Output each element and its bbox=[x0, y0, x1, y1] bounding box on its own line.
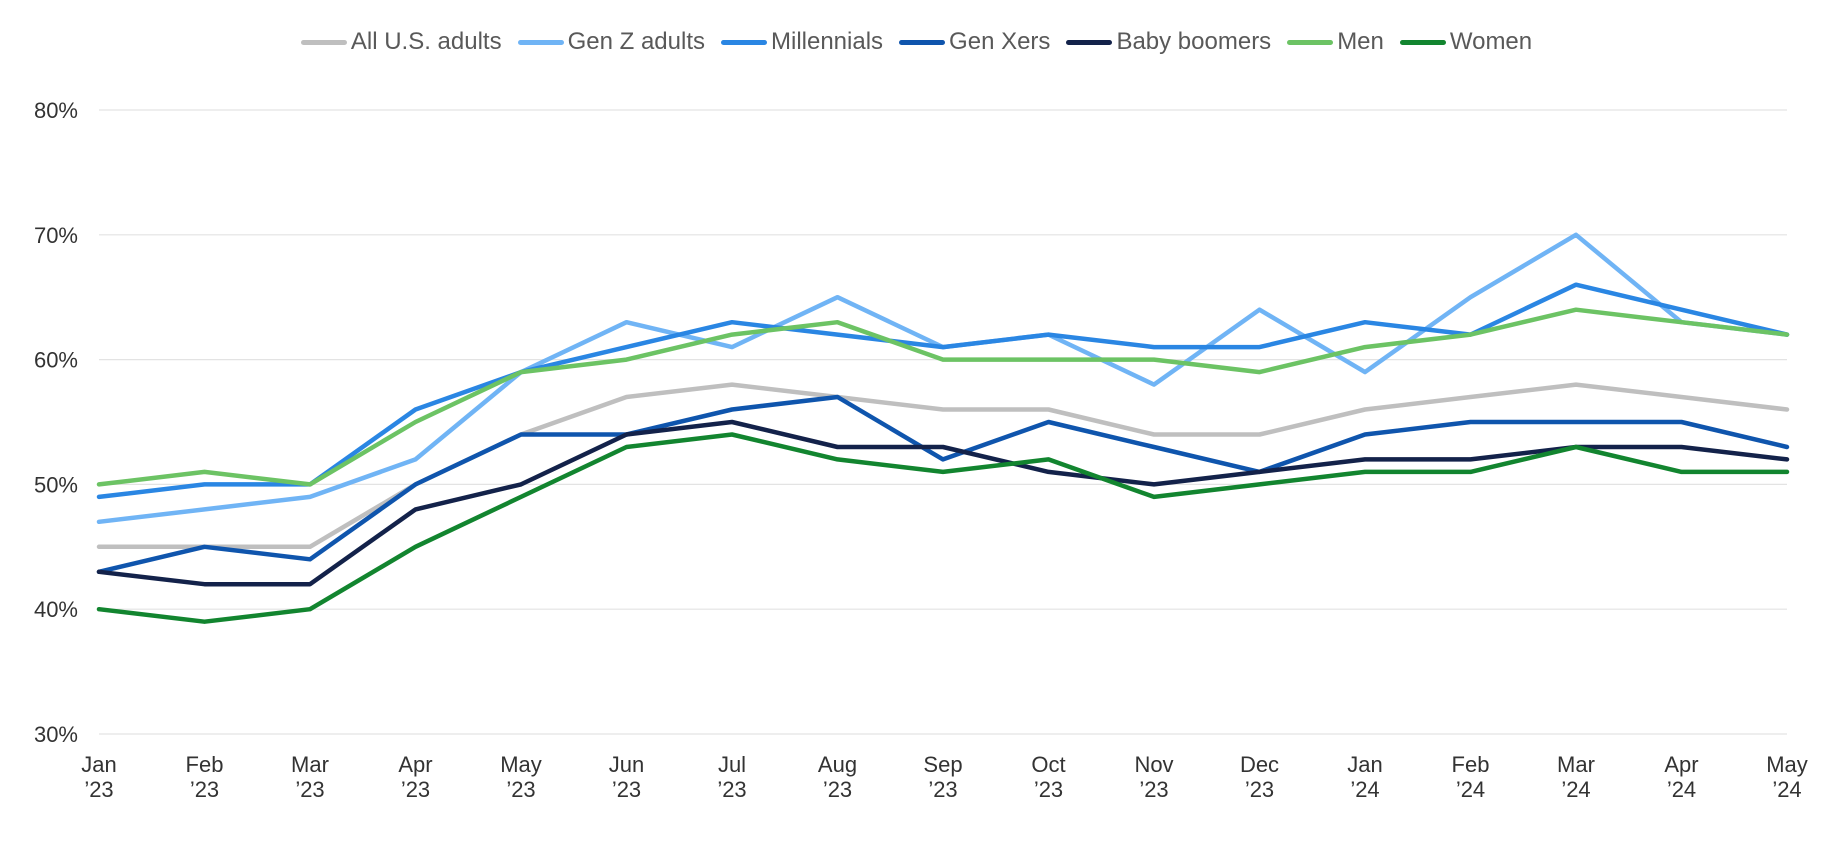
x-tick-label-year: ’23 bbox=[1139, 777, 1168, 802]
x-tick-label-year: ’23 bbox=[1034, 777, 1063, 802]
legend-item: Gen Xers bbox=[899, 28, 1050, 56]
x-tick-label-month: Mar bbox=[291, 752, 329, 777]
series-line-all-u-s-adults bbox=[96, 382, 1790, 550]
series-line-gen-xers bbox=[96, 394, 1790, 575]
legend-item: Men bbox=[1287, 28, 1384, 56]
series-line-baby-boomers bbox=[96, 419, 1790, 587]
y-tick-label: 80% bbox=[34, 98, 78, 123]
x-tick-label-year: ’24 bbox=[1667, 777, 1696, 802]
x-tick-label-year: ’24 bbox=[1456, 777, 1485, 802]
legend-item: Millennials bbox=[721, 28, 883, 56]
y-tick-label: 50% bbox=[34, 472, 78, 497]
legend-swatch bbox=[300, 39, 347, 45]
legend-label: All U.S. adults bbox=[350, 28, 502, 55]
x-tick-label-year: ’23 bbox=[717, 777, 746, 802]
y-tick-label: 60% bbox=[34, 348, 78, 373]
x-tick-label-month: Sep bbox=[923, 752, 962, 777]
x-tick-label-month: Dec bbox=[1240, 752, 1279, 777]
x-tick-label-month: Oct bbox=[1031, 752, 1065, 777]
x-tick-label-month: Aug bbox=[818, 752, 857, 777]
x-tick-label-year: ’23 bbox=[295, 777, 324, 802]
legend-label: Baby boomers bbox=[1116, 28, 1272, 55]
legend-item: Baby boomers bbox=[1066, 28, 1271, 56]
x-tick-label-year: ’24 bbox=[1772, 777, 1801, 802]
gridlines bbox=[99, 109, 1787, 735]
x-tick-label-month: Feb bbox=[1452, 752, 1490, 777]
x-tick-label-month: Feb bbox=[186, 752, 224, 777]
series-line-men bbox=[96, 307, 1790, 487]
x-tick-label-year: ’23 bbox=[401, 777, 430, 802]
x-tick-label-month: May bbox=[1766, 752, 1808, 777]
legend-label: Men bbox=[1337, 28, 1384, 55]
x-tick-label-month: May bbox=[500, 752, 542, 777]
x-tick-label-year: ’23 bbox=[928, 777, 957, 802]
legend-swatch bbox=[1066, 39, 1113, 45]
legend-swatch bbox=[899, 39, 946, 45]
legend-swatch bbox=[1287, 39, 1334, 45]
y-axis-labels: 80% 70% 60% 50% 40% 30% bbox=[34, 98, 78, 747]
x-tick-label-year: ’23 bbox=[612, 777, 641, 802]
x-tick-label-year: ’24 bbox=[1561, 777, 1590, 802]
series-line-women bbox=[96, 432, 1790, 624]
x-axis-labels: Jan’23Feb’23Mar’23Apr’23May’23Jun’23Jul’… bbox=[81, 752, 1808, 802]
x-tick-label-month: Mar bbox=[1557, 752, 1595, 777]
y-tick-label: 30% bbox=[34, 722, 78, 747]
legend-label: Gen Xers bbox=[949, 28, 1051, 55]
x-tick-label-year: ’23 bbox=[506, 777, 535, 802]
x-tick-label-year: ’23 bbox=[84, 777, 113, 802]
series-lines bbox=[96, 232, 1790, 624]
x-tick-label-month: Jan bbox=[1347, 752, 1382, 777]
legend-swatch bbox=[517, 39, 564, 45]
x-tick-label-year: ’23 bbox=[190, 777, 219, 802]
chart-legend: All U.S. adults Gen Z adults Millennials Ge… bbox=[0, 28, 1833, 56]
x-tick-label-month: Jun bbox=[609, 752, 644, 777]
x-tick-label-year: ’23 bbox=[1245, 777, 1274, 802]
x-tick-label-month: Jan bbox=[81, 752, 116, 777]
x-tick-label-year: ’24 bbox=[1350, 777, 1379, 802]
legend-item: Women bbox=[1399, 28, 1533, 56]
x-tick-label-month: Nov bbox=[1134, 752, 1173, 777]
series-line-millennials bbox=[96, 282, 1790, 500]
x-tick-label-month: Apr bbox=[1664, 752, 1698, 777]
y-tick-label: 40% bbox=[34, 597, 78, 622]
legend-swatch bbox=[721, 39, 767, 45]
legend-item: All U.S. adults bbox=[300, 28, 502, 56]
legend-item: Gen Z adults bbox=[517, 28, 705, 56]
legend-label: Millennials bbox=[771, 28, 884, 55]
x-tick-label-month: Apr bbox=[398, 752, 432, 777]
series-line-gen-z-adults bbox=[96, 232, 1790, 525]
x-tick-label-month: Jul bbox=[718, 752, 746, 777]
legend-label: Gen Z adults bbox=[567, 28, 705, 55]
y-tick-label: 70% bbox=[34, 223, 78, 248]
legend-swatch bbox=[1399, 39, 1446, 45]
x-tick-label-year: ’23 bbox=[823, 777, 852, 802]
legend-label: Women bbox=[1449, 28, 1533, 55]
